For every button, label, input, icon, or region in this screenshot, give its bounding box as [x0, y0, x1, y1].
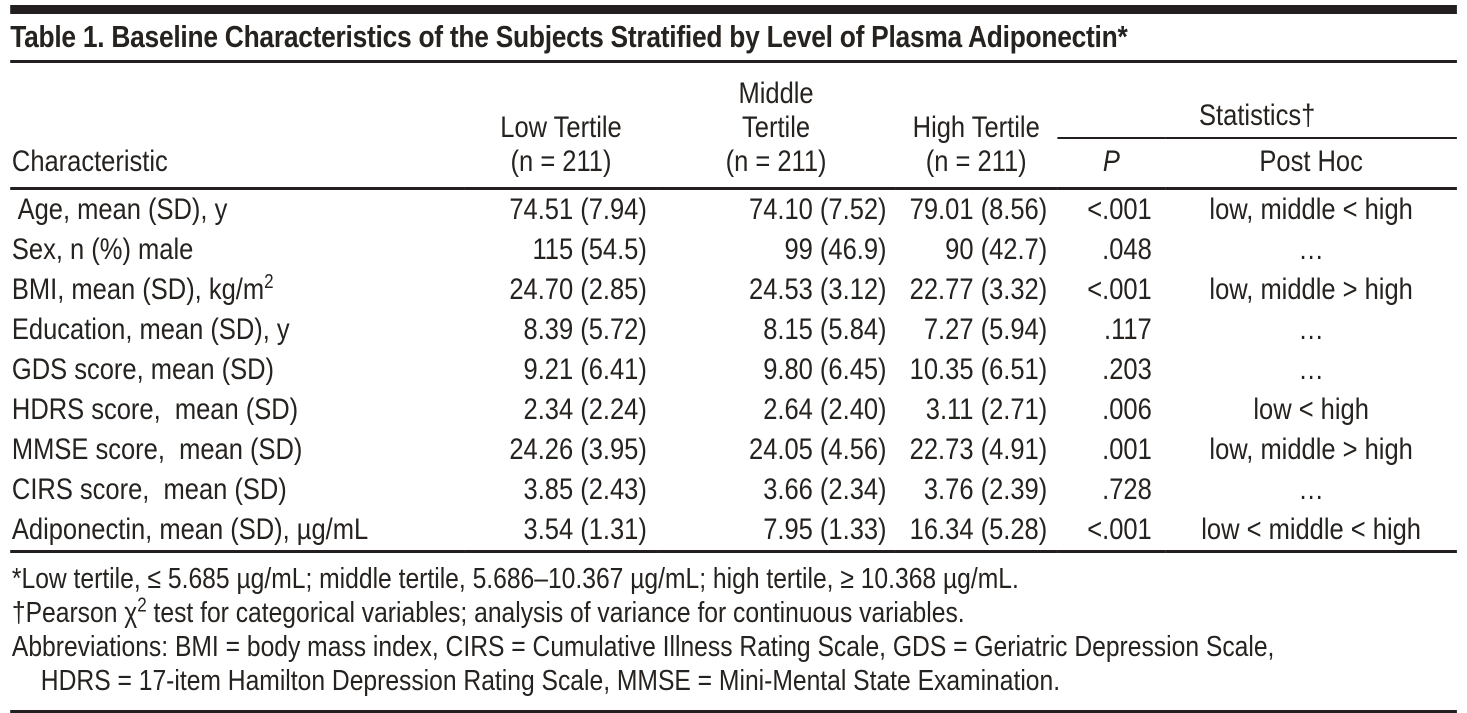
cell-p-value: <.001 [1087, 273, 1152, 306]
cell-low-tertile: 3.85 (2.43) [523, 473, 647, 506]
cell-low-tertile: 8.39 (5.72) [523, 313, 647, 346]
text-segment: HDRS score, mean (SD) [11, 393, 299, 426]
row-label: CIRS score, mean (SD) [10, 470, 465, 510]
text-segment: BMI, mean (SD), kg/m [11, 273, 265, 306]
column-header-characteristic: Characteristic [11, 145, 168, 178]
cell-middle-tertile: 3.66 (2.34) [763, 473, 887, 506]
table-row: GDS score, mean (SD) 9.21 (6.41) 9.80 (6.4… [10, 350, 1457, 390]
cell-p-value: .048 [1102, 233, 1152, 266]
cell-post-hoc: … [1298, 473, 1324, 506]
table-top-rule [10, 5, 1457, 14]
cell-p-value: .001 [1102, 433, 1152, 466]
row-label: Sex, n (%) male [10, 230, 465, 270]
cell-middle-tertile: 99 (46.9) [784, 233, 887, 266]
cell-middle-tertile: 7.95 (1.33) [763, 513, 887, 546]
row-label: Education, mean (SD), y [10, 310, 465, 350]
cell-low-tertile: 24.26 (3.95) [509, 433, 647, 466]
cell-high-tertile: 3.76 (2.39) [923, 473, 1048, 506]
cell-high-tertile: 22.73 (4.91) [909, 433, 1048, 466]
table-row: Adiponectin, mean (SD), µg/mL 3.54 (1.31)… [10, 510, 1457, 552]
cell-post-hoc: low, middle > high [1209, 273, 1413, 306]
row-label: MMSE score, mean (SD) [10, 430, 465, 470]
baseline-characteristics-table: Characteristic Low Tertile (n = 211) Mid… [10, 63, 1457, 553]
cell-p-value: <.001 [1087, 513, 1152, 546]
column-header-low-tertile: Low Tertile (n = 211) [500, 111, 622, 178]
column-header-high-tertile: High Tertile (n = 211) [912, 111, 1040, 178]
table-row: CIRS score, mean (SD) 3.85 (2.43) 3.66 (2.… [10, 470, 1457, 510]
cell-middle-tertile: 24.05 (4.56) [749, 433, 887, 466]
cell-post-hoc: … [1298, 233, 1324, 266]
table-title: Table 1. Baseline Characteristics of the… [10, 14, 1457, 63]
cell-post-hoc: … [1298, 353, 1324, 386]
footnote-line: †Pearson χ2 test for categorical variabl… [11, 594, 1455, 630]
text-segment: HDRS = 17-item Hamilton Depression Ratin… [40, 665, 1061, 697]
cell-p-value: .203 [1102, 353, 1152, 386]
text-segment: †Pearson χ [11, 597, 138, 629]
text-segment: test for categorical variables; analysis… [146, 597, 965, 629]
cell-p-value: <.001 [1087, 193, 1152, 226]
text-segment: CIRS score, mean (SD) [11, 473, 287, 506]
cell-high-tertile: 22.77 (3.32) [909, 273, 1048, 306]
text-segment: Abbreviations: BMI = body mass index, CI… [11, 631, 1275, 663]
row-label: HDRS score, mean (SD) [10, 390, 465, 430]
column-header-p: P [1102, 145, 1120, 178]
text-segment: Education, mean (SD), y [11, 313, 290, 346]
cell-high-tertile: 3.11 (2.71) [925, 393, 1048, 426]
text-segment: *Low tertile, ≤ 5.685 µg/mL; middle tert… [11, 563, 1019, 595]
text-segment: Adiponectin, mean (SD), µg/mL [11, 513, 369, 546]
cell-high-tertile: 16.34 (5.28) [909, 513, 1048, 546]
table-row: Age, mean (SD), y 74.51 (7.94) 74.10 (7.52… [10, 189, 1457, 231]
table-row: MMSE score, mean (SD) 24.26 (3.95) 24.05 (… [10, 430, 1457, 470]
column-header-middle-tertile: Middle Tertile (n = 211) [725, 77, 827, 178]
cell-high-tertile: 90 (42.7) [945, 233, 1048, 266]
cell-middle-tertile: 8.15 (5.84) [763, 313, 887, 346]
cell-low-tertile: 115 (54.5) [532, 233, 647, 266]
footnotes: *Low tertile, ≤ 5.685 µg/mL; middle tert… [10, 553, 1457, 713]
cell-low-tertile: 74.51 (7.94) [509, 193, 647, 226]
cell-low-tertile: 3.54 (1.31) [523, 513, 647, 546]
cell-p-value: .006 [1102, 393, 1152, 426]
row-label: Age, mean (SD), y [10, 189, 465, 231]
cell-middle-tertile: 2.64 (2.40) [763, 393, 887, 426]
cell-p-value: .117 [1104, 313, 1152, 346]
cell-post-hoc: low < high [1253, 393, 1369, 426]
table-row: HDRS score, mean (SD) 2.34 (2.24) 2.64 (2.… [10, 390, 1457, 430]
cell-p-value: .728 [1102, 473, 1152, 506]
table-row: Sex, n (%) male 115 (54.5) 99 (46.9) 90 (42… [10, 230, 1457, 270]
text-segment: Age, mean (SD), y [11, 193, 228, 226]
column-header-post-hoc: Post Hoc [1259, 145, 1363, 178]
text-segment: MMSE score, mean (SD) [11, 433, 303, 466]
table-body: Age, mean (SD), y 74.51 (7.94) 74.10 (7.52… [10, 188, 1457, 552]
text-segment: GDS score, mean (SD) [11, 353, 275, 386]
cell-high-tertile: 7.27 (5.94) [923, 313, 1048, 346]
column-header-statistics: Statistics† [1057, 63, 1457, 139]
text-segment: Sex, n (%) male [11, 233, 194, 266]
cell-post-hoc: … [1298, 313, 1324, 346]
cell-post-hoc: low < middle < high [1201, 513, 1421, 546]
footnote-line: *Low tertile, ≤ 5.685 µg/mL; middle tert… [12, 562, 1455, 596]
cell-high-tertile: 79.01 (8.56) [909, 193, 1048, 226]
cell-low-tertile: 9.21 (6.41) [523, 353, 647, 386]
cell-post-hoc: low, middle > high [1209, 433, 1413, 466]
superscript: 2 [264, 271, 274, 293]
table-row: Education, mean (SD), y 8.39 (5.72) 8.15 (… [10, 310, 1457, 350]
cell-middle-tertile: 24.53 (3.12) [749, 273, 887, 306]
table-row: BMI, mean (SD), kg/m2 24.70 (2.85) 24.53 (… [10, 270, 1457, 310]
row-label: BMI, mean (SD), kg/m2 [10, 270, 465, 310]
table-header: Characteristic Low Tertile (n = 211) Mid… [10, 63, 1457, 189]
cell-middle-tertile: 74.10 (7.52) [749, 193, 887, 226]
cell-high-tertile: 10.35 (6.51) [909, 353, 1048, 386]
cell-post-hoc: low, middle < high [1209, 193, 1413, 226]
cell-low-tertile: 2.34 (2.24) [523, 393, 647, 426]
page: Table 1. Baseline Characteristics of the… [0, 5, 1467, 713]
superscript: 2 [137, 594, 147, 617]
footnote-line: HDRS = 17-item Hamilton Depression Ratin… [12, 664, 1455, 698]
row-label: GDS score, mean (SD) [10, 350, 465, 390]
footnote-line: Abbreviations: BMI = body mass index, CI… [12, 630, 1455, 664]
row-label: Adiponectin, mean (SD), µg/mL [10, 510, 465, 552]
cell-low-tertile: 24.70 (2.85) [509, 273, 647, 306]
cell-middle-tertile: 9.80 (6.45) [763, 353, 887, 386]
